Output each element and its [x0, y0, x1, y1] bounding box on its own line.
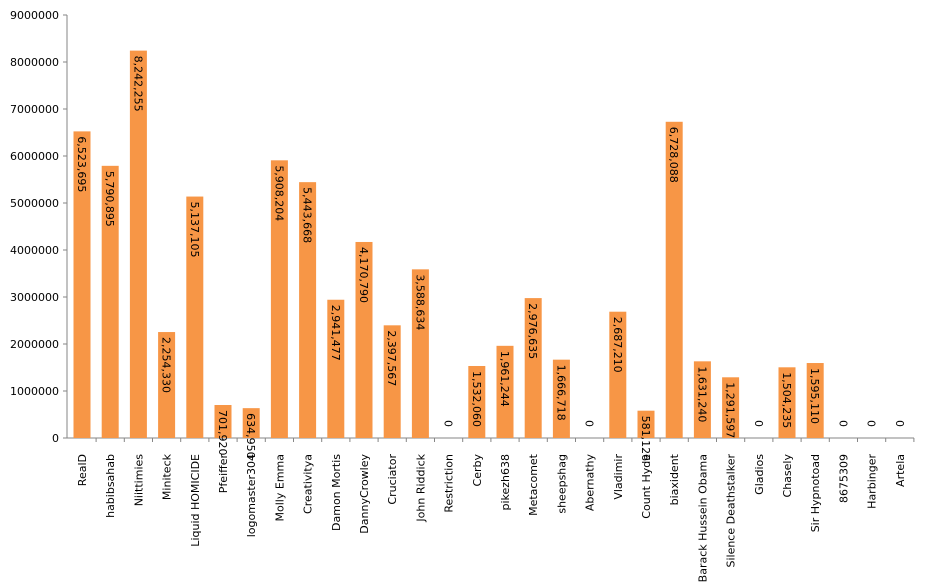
bar: [806, 363, 824, 438]
data-label: 1,595,110: [808, 368, 821, 424]
data-label: 1,666,718: [554, 365, 567, 421]
category-label: Pfeiffer: [217, 454, 230, 494]
category-label: Gladios: [753, 454, 766, 495]
category-label: Damon Mortis: [330, 454, 343, 531]
data-label: 6,523,695: [75, 136, 88, 192]
data-label: 6,728,088: [667, 127, 680, 183]
data-label: 1,291,597: [724, 382, 737, 438]
category-label: DannyCrowley: [358, 454, 371, 534]
x-axis-labels: RealD habibsahab Niittimies Miniteck Liquid …: [76, 438, 915, 582]
category-label: habibsahab: [104, 454, 117, 518]
data-label: 5,908,204: [272, 165, 285, 221]
bar: [552, 359, 570, 438]
data-label: 3,588,634: [413, 274, 426, 330]
bar: [411, 269, 429, 438]
y-tick-label: 2000000: [10, 338, 59, 351]
category-label: 8675309: [837, 454, 850, 503]
y-tick-label: 1000000: [10, 385, 59, 398]
category-label: Liquid HOMICIDE: [189, 454, 202, 547]
bar: [778, 367, 796, 438]
bar: [468, 365, 486, 438]
data-label: 2,397,567: [385, 330, 398, 386]
bar: [355, 241, 373, 438]
data-label: 0: [893, 420, 906, 427]
data-label: 0: [752, 420, 765, 427]
data-label: 2,976,635: [526, 303, 539, 359]
data-label: 2,687,210: [611, 317, 624, 373]
category-label: Sir Hypnotoad: [809, 454, 822, 532]
data-label: 5,443,668: [301, 187, 314, 243]
bar: [270, 160, 288, 439]
bar: [665, 121, 683, 439]
y-tick-label: 7000000: [10, 103, 59, 116]
category-label: Abernathy: [584, 454, 597, 512]
bars: [73, 50, 824, 439]
bar: [101, 165, 119, 438]
category-label: Vladimir: [612, 454, 625, 500]
y-axis: 0 1000000 2000000 3000000 4000000 5000000 6000…: [10, 9, 914, 445]
category-label: Harbinger: [866, 454, 879, 509]
bar: [496, 345, 514, 438]
bar: [637, 410, 655, 438]
category-label: Niittimies: [132, 454, 145, 507]
y-tick-label: 3000000: [10, 291, 59, 304]
bar: [383, 325, 401, 438]
data-label: 634,950: [244, 413, 257, 459]
category-label: RealD: [76, 454, 89, 486]
bar: [609, 311, 627, 438]
data-label: 1,961,244: [498, 351, 511, 407]
data-label: 4,170,790: [357, 247, 370, 303]
bar: [158, 332, 176, 438]
category-label: Miniteck: [161, 453, 174, 500]
data-label: 2,254,330: [160, 337, 173, 393]
y-tick-label: 4000000: [10, 244, 59, 257]
bar: [722, 377, 740, 438]
category-label: Count Hyde: [640, 454, 653, 519]
category-label: logomaster304: [245, 454, 258, 537]
data-label: 5,137,105: [188, 202, 201, 258]
category-label: biaxident: [668, 453, 681, 505]
data-label: 0: [865, 420, 878, 427]
y-tick-label: 6000000: [10, 150, 59, 163]
category-label: sheepshag: [555, 454, 568, 514]
category-label: Creativitya: [302, 454, 315, 514]
data-label: 5,790,895: [103, 171, 116, 227]
bar: [73, 131, 91, 438]
bar: [693, 361, 711, 438]
data-label: 701,920: [216, 410, 229, 456]
category-label: Molly Emma: [273, 454, 286, 521]
data-label: 0: [836, 420, 849, 427]
bar: [214, 405, 232, 438]
data-label: 581,126: [639, 416, 652, 462]
y-tick-label: 9000000: [10, 9, 59, 22]
data-label: 8,242,255: [131, 56, 144, 112]
category-label: Barack Hussein Obama: [696, 454, 709, 582]
bar: [186, 196, 204, 438]
y-tick-label: 8000000: [10, 56, 59, 69]
data-label: 2,941,477: [329, 305, 342, 361]
category-label: Cruciator: [386, 454, 399, 505]
data-labels: 6,523,695 5,790,895 8,242,255 2,254,330 5,13…: [75, 56, 906, 462]
category-label: Artela: [894, 454, 907, 487]
category-label: Silence Deathstalker: [725, 454, 738, 568]
data-label: 0: [442, 420, 455, 427]
data-label: 0: [583, 420, 596, 427]
category-label: pikezh638: [499, 454, 512, 511]
category-label: Restriction: [443, 454, 456, 513]
y-tick-label: 5000000: [10, 197, 59, 210]
bar: [524, 298, 542, 438]
data-label: 1,631,240: [695, 366, 708, 422]
bar: [327, 299, 345, 438]
y-tick-label: 0: [52, 432, 59, 445]
data-label: 1,532,060: [470, 371, 483, 427]
bar: [242, 408, 260, 438]
data-label: 1,504,235: [780, 372, 793, 428]
bar: [299, 182, 317, 438]
category-label: Cerby: [471, 454, 484, 487]
category-label: John Riddick: [414, 453, 427, 522]
bar: [129, 50, 147, 438]
category-label: Metacomet: [527, 453, 540, 516]
category-label: Chasely: [781, 454, 794, 498]
